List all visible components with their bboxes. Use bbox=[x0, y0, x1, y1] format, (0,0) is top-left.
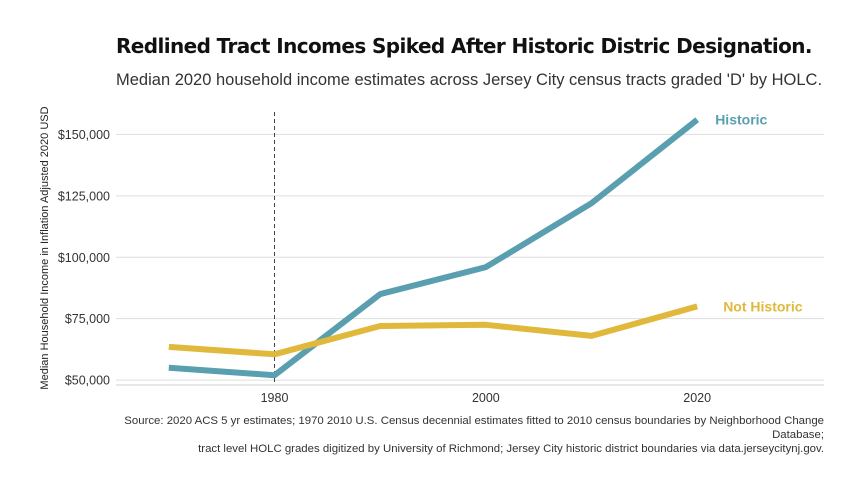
caption-line-2: tract level HOLC grades digitized by Uni… bbox=[198, 443, 824, 455]
gridlines bbox=[116, 133, 824, 386]
x-tick-label: 2020 bbox=[683, 391, 711, 405]
axes: $50,000 $75,000 $100,000 $125,000 $150,000 19… bbox=[58, 128, 711, 405]
series-label-historic: Historic bbox=[715, 112, 767, 128]
series-line-historic bbox=[168, 117, 700, 379]
y-tick-label: $50,000 bbox=[65, 374, 110, 388]
chart-subtitle: Median 2020 household income estimates a… bbox=[116, 71, 823, 89]
series-line-not-historic bbox=[168, 303, 699, 358]
source-caption: Source: 2020 ACS 5 yr estimates; 1970 20… bbox=[104, 414, 824, 456]
series-labels: Historic Not Historic bbox=[715, 112, 803, 315]
y-tick-label: $100,000 bbox=[58, 251, 110, 265]
x-tick-label: 1980 bbox=[261, 391, 289, 405]
chart-title: Redlined Tract Incomes Spiked After Hist… bbox=[116, 34, 812, 58]
y-tick-label: $75,000 bbox=[65, 312, 110, 326]
x-tick-label: 2000 bbox=[472, 391, 500, 405]
y-axis-label: Median Household Income in Inflation Adj… bbox=[39, 106, 51, 389]
y-tick-label: $150,000 bbox=[58, 128, 110, 142]
series-label-not-historic: Not Historic bbox=[723, 298, 803, 314]
caption-line-1: Source: 2020 ACS 5 yr estimates; 1970 20… bbox=[124, 415, 824, 441]
y-tick-label: $125,000 bbox=[58, 189, 110, 203]
series-lines bbox=[168, 117, 700, 379]
